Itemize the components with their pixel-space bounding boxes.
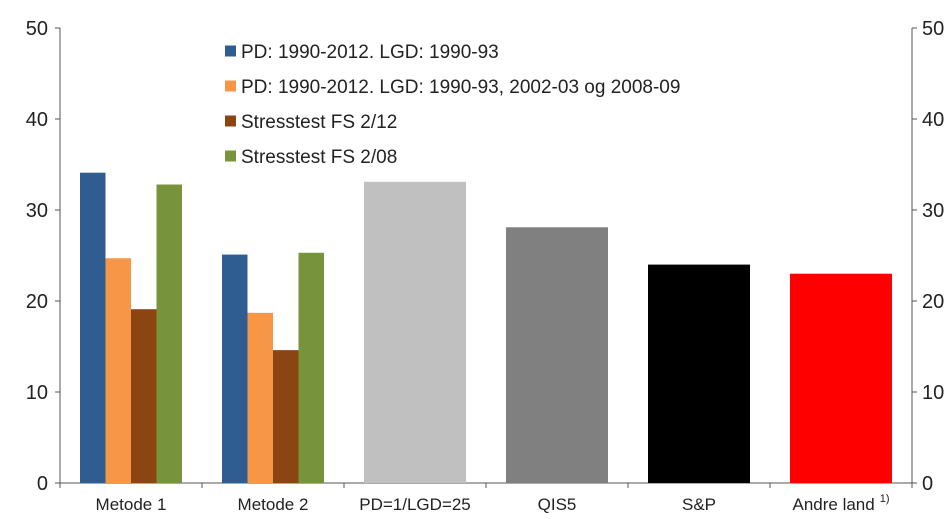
bar-4-2 [298, 252, 324, 483]
y-tick-label-right: 20 [922, 291, 944, 313]
category-label: PD=1/LGD=25 [359, 495, 471, 514]
legend-label-2: PD: 1990-2012. LGD: 1990-93, 2002-03 og … [241, 77, 680, 98]
y-tick-label-right: 50 [922, 18, 944, 40]
category-label: QIS5 [538, 495, 577, 514]
y-tick-label-left: 20 [26, 291, 48, 313]
category-label: Metode 2 [238, 495, 309, 514]
axes [55, 27, 917, 488]
y-tick-label-right: 0 [922, 473, 933, 495]
y-tick-label-right: 10 [922, 382, 944, 404]
bars [80, 172, 892, 484]
legend-label-4: Stresstest FS 2/08 [241, 147, 397, 168]
y-tick-label-right: 40 [922, 109, 944, 131]
legend-swatch-3 [225, 115, 236, 127]
legend-label-1: PD: 1990-2012. LGD: 1990-93 [241, 42, 499, 63]
single-bar-3 [648, 264, 750, 483]
category-label: Metode 1 [96, 495, 167, 514]
legend: PD: 1990-2012. LGD: 1990-93 PD: 1990-2012… [225, 42, 680, 168]
legend-label-3: Stresstest FS 2/12 [241, 112, 397, 133]
category-labels: Metode 1 Metode 2 PD=1/LGD=25 QIS5 S&P Andre … [96, 493, 890, 514]
bar-3-2 [273, 350, 299, 483]
bar-2-2 [247, 312, 273, 483]
bar-3-1 [131, 309, 157, 483]
category-label: S&P [682, 495, 716, 514]
tick-labels: 0 0 10 10 20 20 30 30 40 40 50 50 [26, 18, 945, 495]
category-footnote: 1) [880, 493, 890, 505]
y-tick-label-left: 40 [26, 109, 48, 131]
legend-swatch-2 [225, 80, 236, 92]
y-tick-label-right: 30 [922, 200, 944, 222]
single-bar-2 [506, 227, 608, 483]
bar-1-2 [222, 254, 248, 483]
y-tick-label-left: 0 [37, 473, 48, 495]
y-tick-label-left: 10 [26, 382, 48, 404]
category-label: Andre land 1) [792, 493, 889, 514]
bar-2-1 [105, 258, 131, 483]
single-bar-4 [790, 273, 892, 483]
bar-1-1 [80, 172, 106, 483]
y-tick-label-left: 30 [26, 200, 48, 222]
bar-4-1 [156, 184, 182, 483]
legend-swatch-4 [225, 150, 236, 162]
legend-swatch-1 [225, 45, 236, 57]
single-bar-1 [364, 181, 466, 484]
y-tick-label-left: 50 [26, 18, 48, 40]
